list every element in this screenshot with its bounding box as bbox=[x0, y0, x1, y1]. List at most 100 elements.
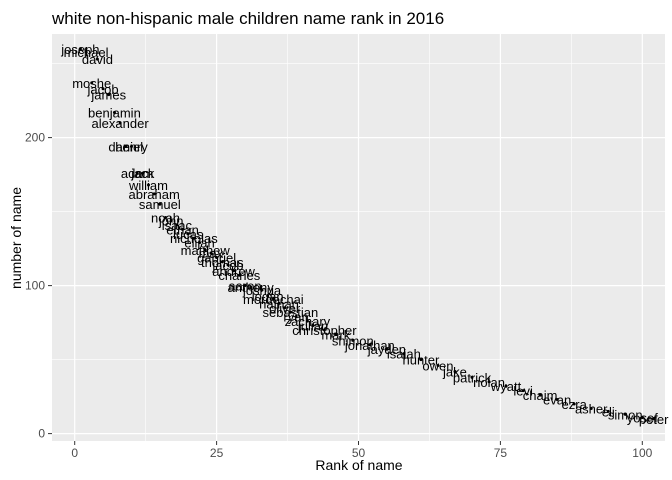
point-label: abraham bbox=[129, 187, 180, 202]
data-point bbox=[112, 110, 116, 114]
y-axis-title: number of name bbox=[8, 187, 24, 289]
point-label: nathan bbox=[259, 296, 299, 311]
data-point bbox=[606, 409, 610, 413]
x-axis-title: Rank of name bbox=[315, 457, 402, 473]
data-point bbox=[555, 398, 559, 402]
point-label: yosef bbox=[627, 410, 658, 425]
data-point bbox=[504, 384, 508, 388]
data-point bbox=[260, 288, 264, 292]
point-label: jack bbox=[130, 166, 155, 181]
point-label: simon bbox=[608, 407, 643, 422]
data-point bbox=[158, 202, 162, 206]
point-label: william bbox=[128, 178, 168, 193]
data-point bbox=[470, 375, 474, 379]
data-point bbox=[78, 47, 82, 51]
point-label: lucas bbox=[173, 227, 204, 242]
data-point bbox=[652, 417, 656, 421]
data-point bbox=[436, 364, 440, 368]
y-tick-label: 200 bbox=[25, 131, 45, 145]
point-label: evan bbox=[543, 393, 571, 408]
data-point bbox=[288, 310, 292, 314]
point-label: jonathan bbox=[344, 338, 395, 353]
data-point bbox=[232, 269, 236, 273]
point-label: anthony bbox=[228, 280, 275, 295]
data-point bbox=[192, 236, 196, 240]
point-label: elijah bbox=[184, 236, 214, 251]
data-point bbox=[226, 263, 230, 267]
point-label: oliver bbox=[269, 301, 301, 316]
data-point bbox=[294, 315, 298, 319]
chart-title: white non-hispanic male children name ra… bbox=[51, 9, 444, 28]
point-label: andrew bbox=[212, 264, 255, 279]
y-axis-ticks: 0 100 200 bbox=[25, 131, 52, 441]
point-label: sebastian bbox=[263, 305, 319, 320]
data-point bbox=[311, 324, 315, 328]
point-label: aaron bbox=[228, 279, 261, 294]
data-point bbox=[419, 358, 423, 362]
data-point bbox=[243, 284, 247, 288]
data-point bbox=[521, 389, 525, 393]
data-point bbox=[203, 248, 207, 252]
point-label: gabriel bbox=[197, 250, 236, 265]
point-label: mordechai bbox=[243, 292, 304, 307]
point-label: christopher bbox=[292, 323, 357, 338]
point-label: ryan bbox=[283, 310, 308, 325]
point-label: hunter bbox=[402, 353, 440, 368]
data-point bbox=[266, 294, 270, 298]
data-point bbox=[95, 57, 99, 61]
point-label: james bbox=[90, 88, 126, 103]
data-point bbox=[152, 192, 156, 196]
data-point bbox=[322, 328, 326, 332]
data-point bbox=[538, 393, 542, 397]
data-point bbox=[220, 260, 224, 264]
data-point bbox=[237, 273, 241, 277]
data-point bbox=[334, 332, 338, 336]
point-label: max bbox=[199, 246, 224, 261]
data-point bbox=[453, 369, 457, 373]
point-label: alexander bbox=[92, 116, 150, 131]
data-point bbox=[90, 81, 94, 85]
data-point bbox=[101, 87, 105, 91]
point-label: jacob bbox=[87, 82, 119, 97]
point-label: isaac bbox=[162, 218, 193, 233]
point-label: owen bbox=[422, 359, 453, 374]
data-point bbox=[107, 93, 111, 97]
x-tick-label: 0 bbox=[71, 446, 78, 460]
point-label: joshua bbox=[242, 283, 282, 298]
point-label: peter bbox=[639, 412, 669, 427]
data-point bbox=[589, 406, 593, 410]
point-label: nolan bbox=[473, 375, 505, 390]
x-tick-label: 75 bbox=[494, 446, 508, 460]
data-point bbox=[487, 380, 491, 384]
data-point bbox=[215, 255, 219, 259]
data-point bbox=[129, 144, 133, 148]
point-label: jacob bbox=[211, 258, 243, 273]
data-point bbox=[271, 297, 275, 301]
data-point bbox=[198, 241, 202, 245]
data-point bbox=[351, 338, 355, 342]
point-label: charles bbox=[218, 268, 260, 283]
point-label: david bbox=[82, 52, 113, 67]
data-point bbox=[572, 402, 576, 406]
data-point bbox=[118, 121, 122, 125]
point-label: julian bbox=[297, 319, 328, 334]
data-point bbox=[277, 301, 281, 305]
point-label: ethan bbox=[166, 222, 199, 237]
point-labels: josephmichaeldavidmoshejacobjamesbenjami… bbox=[60, 42, 669, 427]
data-point bbox=[623, 412, 627, 416]
point-label: benjamin bbox=[88, 105, 141, 120]
data-point bbox=[164, 216, 168, 220]
data-point bbox=[385, 347, 389, 351]
data-point bbox=[181, 227, 185, 231]
x-axis-ticks: 0 25 50 75 100 bbox=[71, 441, 653, 460]
point-label: joseph bbox=[60, 42, 99, 57]
data-point bbox=[141, 171, 145, 175]
point-label: chaim bbox=[523, 388, 558, 403]
data-point bbox=[368, 343, 372, 347]
point-label: daniel bbox=[108, 139, 143, 154]
y-tick-label: 0 bbox=[38, 427, 45, 441]
point-label: moshe bbox=[72, 76, 111, 91]
data-point bbox=[175, 223, 179, 227]
data-point bbox=[186, 232, 190, 236]
